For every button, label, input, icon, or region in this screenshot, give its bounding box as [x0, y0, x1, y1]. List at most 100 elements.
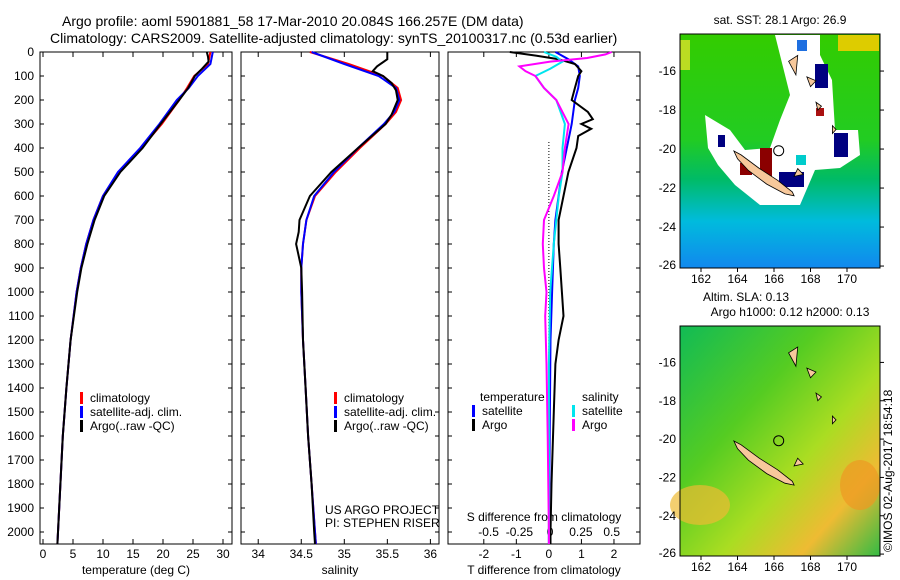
legend-swatch [572, 405, 575, 417]
depth-tick-label: 400 [14, 141, 34, 155]
lon-tick-label: 166 [764, 272, 784, 286]
depth-tick-label: 1800 [7, 477, 34, 491]
legend-swatch [572, 419, 575, 431]
s-diff-tick-label: 0.25 [569, 525, 593, 539]
x-tick-label: 15 [126, 547, 140, 561]
depth-tick-label: 1400 [7, 381, 34, 395]
series-argo [295, 52, 399, 545]
vanuatu-island [806, 367, 817, 379]
depth-tick-label: 900 [14, 261, 34, 275]
depth-tick-label: 200 [14, 93, 34, 107]
anomaly-block [718, 135, 725, 147]
warm-anomaly [840, 460, 880, 510]
argo-location-marker [773, 145, 785, 157]
lat-tick-label: -24 [659, 509, 677, 523]
legend-swatch [334, 420, 337, 432]
anomaly-block [797, 40, 807, 51]
lon-tick-label: 168 [800, 272, 820, 286]
series-salinity-argo [516, 51, 613, 544]
legend-swatch [472, 419, 475, 431]
x-tick-label: 25 [186, 547, 200, 561]
legend-swatch [334, 392, 337, 404]
x-tick-label: 36 [424, 547, 438, 561]
lon-tick-label: 166 [764, 560, 784, 574]
depth-tick-label: 800 [14, 237, 34, 251]
x-tick-label: 1 [578, 547, 585, 561]
legend-swatch [80, 392, 83, 404]
x-axis-label: T difference from climatology [467, 563, 621, 577]
vanuatu-island [815, 392, 823, 402]
profile-panel-1: 0100200300400500600700800900100011001200… [7, 45, 233, 577]
lon-tick-label: 170 [837, 272, 857, 286]
map-title: sat. SST: 28.1 Argo: 26.9 [714, 13, 847, 27]
warm-anomaly [670, 485, 730, 525]
lon-tick-label: 162 [691, 560, 711, 574]
depth-tick-label: 500 [14, 165, 34, 179]
x-tick-label: 0 [40, 547, 47, 561]
depth-tick-label: 300 [14, 117, 34, 131]
legend-label: satellite-adj. clim. [344, 405, 436, 419]
lon-tick-label: 162 [691, 272, 711, 286]
new-caledonia-island [733, 150, 795, 197]
legend-label: Argo [482, 418, 508, 432]
x-axis-label: salinity [322, 563, 359, 577]
map-title: Altim. SLA: 0.13 [703, 290, 789, 304]
map-frame [679, 325, 881, 557]
series-climatology [300, 51, 403, 545]
depth-tick-label: 1000 [7, 285, 34, 299]
legend-swatch [334, 406, 337, 418]
profile-panel-2: 34 34.5 35 35.5 36 salinity climatologysatelli… [240, 51, 440, 577]
legend-header-temperature: temperature [480, 390, 545, 404]
series-climatology [56, 51, 212, 545]
title-line-1: Argo profile: aoml 5901881_58 17-Mar-201… [62, 13, 524, 29]
depth-tick-label: 1200 [7, 333, 34, 347]
legend-label: satellite-adj. clim. [90, 405, 182, 419]
vanuatu-island [832, 415, 837, 425]
x-tick-label: 34 [252, 547, 266, 561]
legend-label: Argo(..raw -QC) [344, 419, 429, 433]
lat-tick-label: -16 [659, 355, 677, 369]
x-tick-label: -2 [478, 547, 489, 561]
x-tick-label: 34.5 [290, 547, 314, 561]
sst-map: 162 164 166 168 170 -16 -18 -20 -22 -24 -26 sat. SS… [659, 13, 884, 286]
x-tick-label: 35.5 [376, 547, 400, 561]
depth-tick-label: 100 [14, 69, 34, 83]
x-tick-label: 20 [156, 547, 170, 561]
anomaly-block [815, 64, 828, 88]
x-axis-label: temperature (deg C) [82, 563, 190, 577]
vanuatu-island [788, 54, 799, 77]
new-caledonia-island [733, 440, 795, 486]
lat-tick-label: -26 [659, 546, 677, 560]
lat-tick-label: -20 [659, 432, 677, 446]
lon-tick-label: 170 [837, 560, 857, 574]
lat-tick-label: -24 [659, 220, 677, 234]
legend-swatch [80, 420, 83, 432]
lat-tick-label: -26 [659, 258, 677, 272]
lat-tick-label: -20 [659, 142, 677, 156]
lat-tick-label: -16 [659, 64, 677, 78]
credit-text: ©IMOS 02-Aug-2017 18:54:18 [881, 389, 895, 552]
x-tick-label: 10 [96, 547, 110, 561]
x-tick-label: 35 [338, 547, 352, 561]
lat-tick-label: -18 [659, 103, 677, 117]
lon-tick-label: 164 [727, 272, 747, 286]
legend-label: climatology [90, 391, 150, 405]
s-diff-tick-label: 0.5 [603, 525, 620, 539]
plot-frame [39, 51, 233, 545]
legend-label: satellite [582, 404, 623, 418]
depth-tick-label: 600 [14, 189, 34, 203]
depth-tick-label: 1300 [7, 357, 34, 371]
lon-tick-label: 164 [727, 560, 747, 574]
depth-tick-label: 1100 [8, 309, 34, 323]
map-title: Argo h1000: 0.12 h2000: 0.13 [711, 305, 870, 319]
depth-tick-label: 1900 [7, 501, 34, 515]
anomaly-block [834, 133, 848, 157]
legend-swatch [80, 406, 83, 418]
x-tick-label: 2 [611, 547, 618, 561]
depth-tick-label: 1600 [7, 429, 34, 443]
anomaly-block [816, 108, 824, 116]
depth-tick-label: 2000 [7, 525, 34, 539]
title-line-2: Climatology: CARS2009. Satellite-adjuste… [50, 30, 617, 46]
x-tick-label: -1 [511, 547, 522, 561]
x-tick-label: 5 [70, 547, 77, 561]
